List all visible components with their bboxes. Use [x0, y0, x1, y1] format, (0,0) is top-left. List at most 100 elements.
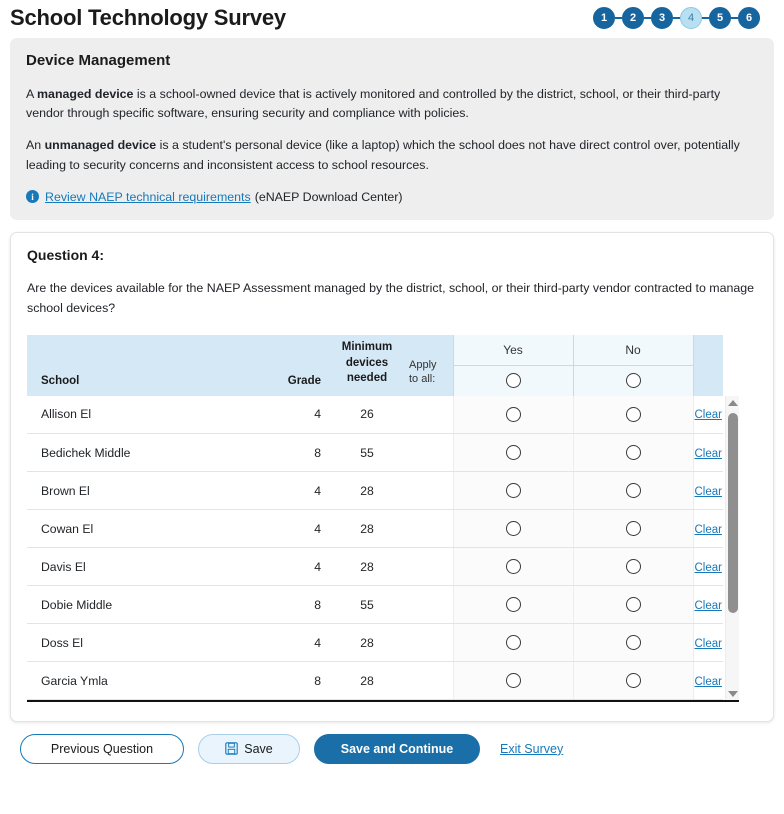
- row-yes-radio[interactable]: [505, 483, 521, 499]
- cell-yes[interactable]: [452, 395, 574, 435]
- row-yes-radio[interactable]: [505, 635, 521, 651]
- footer-button-bar: Previous Question Save Save and Continue…: [0, 722, 784, 764]
- scroll-down-arrow-icon[interactable]: [726, 687, 739, 701]
- row-no-radio[interactable]: [625, 445, 641, 461]
- step-indicator-3[interactable]: 3: [651, 7, 673, 29]
- cell-yes[interactable]: [452, 661, 574, 701]
- column-header-apply-to-all: Apply to all:: [407, 334, 453, 396]
- scrollbar-thumb[interactable]: [728, 412, 738, 613]
- step-indicator-4-current[interactable]: 4: [680, 7, 702, 29]
- cell-min-devices: 26: [327, 395, 407, 435]
- cell-clear[interactable]: Clear: [693, 547, 723, 587]
- column-header-no-label: No: [573, 335, 693, 366]
- cell-no[interactable]: [572, 395, 694, 435]
- question-prompt-text: Are the devices available for the NAEP A…: [27, 280, 755, 315]
- cell-min-devices: 28: [327, 509, 407, 549]
- cell-clear[interactable]: Clear: [693, 623, 723, 663]
- scroll-up-arrow-icon[interactable]: [726, 396, 739, 410]
- table-row: Cowan El 4 28 Clear: [27, 509, 723, 549]
- cell-clear[interactable]: Clear: [693, 433, 723, 473]
- row-yes-radio[interactable]: [505, 406, 521, 422]
- row-no-radio[interactable]: [625, 673, 641, 689]
- save-and-continue-button[interactable]: Save and Continue: [314, 733, 480, 764]
- cell-yes[interactable]: [452, 509, 574, 549]
- cell-apply-spacer: [407, 395, 453, 435]
- page-header: School Technology Survey 1 2 3 4 5 6: [0, 0, 784, 38]
- paragraph2-rest: is a student's personal device (like a l…: [26, 138, 740, 172]
- table-row: Allison El 4 26 Clear: [27, 395, 723, 435]
- clear-link[interactable]: Clear: [694, 561, 722, 574]
- cell-clear[interactable]: Clear: [693, 471, 723, 511]
- cell-clear[interactable]: Clear: [693, 509, 723, 549]
- step-indicator-6[interactable]: 6: [738, 7, 760, 29]
- cell-apply-spacer: [407, 471, 453, 511]
- row-no-radio[interactable]: [625, 483, 641, 499]
- step-indicator-2[interactable]: 2: [622, 7, 644, 29]
- cell-grade: 4: [242, 547, 327, 587]
- cell-grade: 8: [242, 585, 327, 625]
- clear-link[interactable]: Clear: [694, 599, 722, 612]
- survey-table-body: Allison El 4 26 Clear Bedichek Middle 8 …: [27, 395, 723, 701]
- step-connector: [615, 17, 622, 19]
- previous-question-button[interactable]: Previous Question: [20, 733, 184, 764]
- apply-all-no-radio[interactable]: [625, 372, 641, 388]
- cell-apply-spacer: [407, 585, 453, 625]
- column-header-min-devices: Minimum devices needed: [327, 334, 407, 396]
- row-no-radio[interactable]: [625, 521, 641, 537]
- cell-clear[interactable]: Clear: [693, 395, 723, 435]
- cell-min-devices: 55: [327, 433, 407, 473]
- exit-survey-link[interactable]: Exit Survey: [500, 741, 564, 756]
- apply-all-no-cell[interactable]: [574, 366, 693, 396]
- row-yes-radio[interactable]: [505, 597, 521, 613]
- cell-yes[interactable]: [452, 623, 574, 663]
- cell-grade: 4: [242, 395, 327, 435]
- cell-no[interactable]: [572, 471, 694, 511]
- cell-no[interactable]: [572, 623, 694, 663]
- apply-all-yes-radio[interactable]: [505, 372, 521, 388]
- table-scroll-area[interactable]: Allison El 4 26 Clear Bedichek Middle 8 …: [27, 395, 739, 701]
- cell-yes[interactable]: [452, 585, 574, 625]
- clear-link[interactable]: Clear: [694, 675, 722, 688]
- cell-grade: 8: [242, 661, 327, 701]
- table-row: Dobie Middle 8 55 Clear: [27, 585, 723, 625]
- save-button-label: Save: [244, 741, 273, 756]
- step-indicator-1[interactable]: 1: [593, 7, 615, 29]
- table-scrollbar[interactable]: [725, 395, 739, 701]
- apply-all-yes-cell[interactable]: [454, 366, 573, 396]
- cell-no[interactable]: [572, 433, 694, 473]
- row-no-radio[interactable]: [625, 559, 641, 575]
- cell-apply-spacer: [407, 623, 453, 663]
- clear-link[interactable]: Clear: [694, 523, 722, 536]
- clear-link[interactable]: Clear: [694, 409, 722, 422]
- cell-apply-spacer: [407, 661, 453, 701]
- row-yes-radio[interactable]: [505, 559, 521, 575]
- cell-no[interactable]: [572, 509, 694, 549]
- row-no-radio[interactable]: [625, 635, 641, 651]
- save-button[interactable]: Save: [198, 733, 300, 764]
- clear-link[interactable]: Clear: [694, 485, 722, 498]
- cell-yes[interactable]: [452, 547, 574, 587]
- clear-link[interactable]: Clear: [694, 637, 722, 650]
- managed-device-paragraph: A managed device is a school-owned devic…: [26, 85, 758, 123]
- cell-yes[interactable]: [452, 433, 574, 473]
- row-yes-radio[interactable]: [505, 445, 521, 461]
- row-no-radio[interactable]: [625, 597, 641, 613]
- row-yes-radio[interactable]: [505, 673, 521, 689]
- cell-clear[interactable]: Clear: [693, 661, 723, 701]
- naep-technical-requirements-link[interactable]: Review NAEP technical requirements: [45, 189, 251, 204]
- paragraph2-prefix: An: [26, 138, 45, 153]
- cell-yes[interactable]: [452, 471, 574, 511]
- cell-no[interactable]: [572, 585, 694, 625]
- step-indicator-5[interactable]: 5: [709, 7, 731, 29]
- clear-link[interactable]: Clear: [694, 447, 722, 460]
- survey-table-body-table: Allison El 4 26 Clear Bedichek Middle 8 …: [27, 395, 723, 701]
- apply-line-2: to all:: [409, 373, 436, 386]
- table-row: Bedichek Middle 8 55 Clear: [27, 433, 723, 473]
- row-yes-radio[interactable]: [505, 521, 521, 537]
- cell-min-devices: 28: [327, 661, 407, 701]
- cell-clear[interactable]: Clear: [693, 585, 723, 625]
- row-no-radio[interactable]: [625, 406, 641, 422]
- device-management-panel: Device Management A managed device is a …: [10, 38, 774, 220]
- cell-no[interactable]: [572, 547, 694, 587]
- cell-no[interactable]: [572, 661, 694, 701]
